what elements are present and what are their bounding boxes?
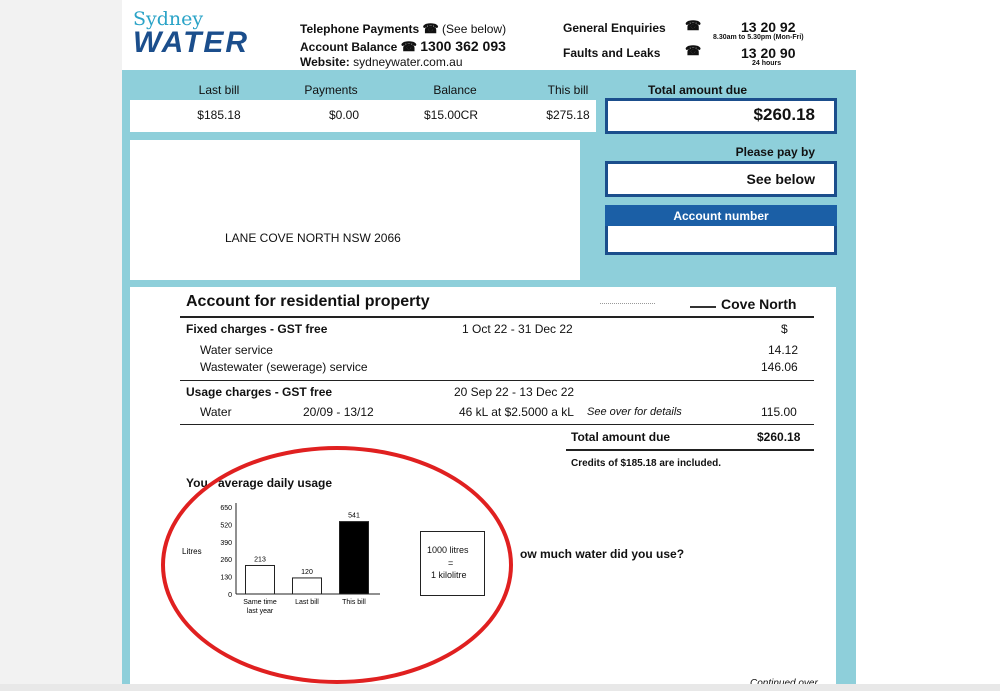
phone-icon: ☎	[422, 21, 439, 36]
phone-icon: ☎	[685, 18, 702, 33]
divider	[180, 380, 814, 381]
pay-by-label: Please pay by	[735, 145, 815, 159]
charge-label: Water service	[200, 343, 273, 357]
general-enquiries-hours: 8.30am to 5.30pm (Mon-Fri)	[713, 34, 804, 41]
general-enquiries-number: 13 20 92	[741, 19, 796, 35]
continued-note: Continued over	[750, 678, 818, 689]
summary-value: $0.00	[328, 108, 360, 122]
charge-label: Wastewater (sewerage) service	[200, 360, 368, 374]
divider	[180, 424, 814, 425]
credits-note: Credits of $185.18 are included.	[571, 458, 722, 469]
how-much-label: ow much water did you use?	[520, 547, 685, 561]
charge-amount: 14.12	[768, 343, 799, 357]
summary-header: Last bill	[198, 83, 240, 97]
redacted-mark	[600, 303, 655, 304]
pay-by-value: See below	[746, 171, 815, 187]
logo-sydney: Sydney	[133, 8, 204, 30]
general-enquiries-label: General Enquiries	[563, 21, 666, 35]
account-total-label: Total amount due	[571, 430, 671, 444]
usage-charges-period: 20 Sep 22 - 13 Dec 22	[454, 385, 575, 399]
phone-icon: ☎	[685, 43, 702, 58]
website-link[interactable]: sydneywater.com.au	[353, 55, 463, 69]
summary-value: $185.18	[197, 108, 241, 122]
usage-item-dates: 20/09 - 13/12	[303, 405, 374, 419]
divider	[180, 316, 814, 318]
total-due-value: $260.18	[753, 105, 815, 124]
usage-item-note: See over for details	[587, 406, 682, 418]
address-window	[130, 140, 580, 280]
telephone-payments: Telephone Payments ☎ (See below)	[300, 21, 507, 36]
summary-header: Balance	[433, 83, 477, 97]
address-line: LANE COVE NORTH NSW 2066	[225, 231, 401, 245]
usage-item-amount: 115.00	[761, 405, 797, 419]
phone-icon: ☎	[400, 39, 417, 54]
summary-value: $275.18	[546, 108, 590, 122]
usage-charges-title: Usage charges - GST free	[186, 385, 333, 399]
suburb: Cove North	[721, 296, 797, 312]
faults-hours: 24 hours	[752, 60, 782, 67]
account-balance: Account Balance ☎ 1300 362 093	[300, 38, 506, 54]
account-number-label: Account number	[605, 205, 837, 227]
faults-label: Faults and Leaks	[563, 46, 661, 60]
summary-header: Payments	[304, 83, 358, 97]
red-circle-annotation	[161, 446, 513, 684]
redacted-mark	[690, 306, 716, 308]
faults-number: 13 20 90	[741, 45, 796, 61]
divider	[566, 449, 814, 451]
fixed-charges-title: Fixed charges - GST free	[186, 322, 328, 336]
usage-item-label: Water	[200, 405, 232, 419]
total-due-label: Total amount due	[648, 83, 748, 97]
account-total-value: $260.18	[757, 430, 801, 444]
account-title: Account for residential property	[186, 293, 430, 310]
bottom-bar	[0, 684, 1000, 691]
fixed-charges-period: 1 Oct 22 - 31 Dec 22	[462, 322, 573, 336]
logo-water: WATER	[133, 26, 250, 59]
account-number-box	[605, 226, 837, 255]
summary-value: $15.00CR	[423, 108, 479, 122]
total-due-box	[605, 98, 837, 134]
usage-chart-prefix: You	[186, 476, 208, 490]
currency-symbol: $	[781, 322, 788, 336]
usage-item-detail: 46 kL at $2.5000 a kL	[459, 405, 574, 419]
summary-header: This bill	[547, 83, 589, 97]
summary-row	[130, 100, 596, 132]
charge-amount: 146.06	[761, 360, 798, 374]
website: Website: sydneywater.com.au	[300, 55, 463, 69]
pay-by-box	[605, 161, 837, 197]
page-margin	[856, 0, 1000, 691]
